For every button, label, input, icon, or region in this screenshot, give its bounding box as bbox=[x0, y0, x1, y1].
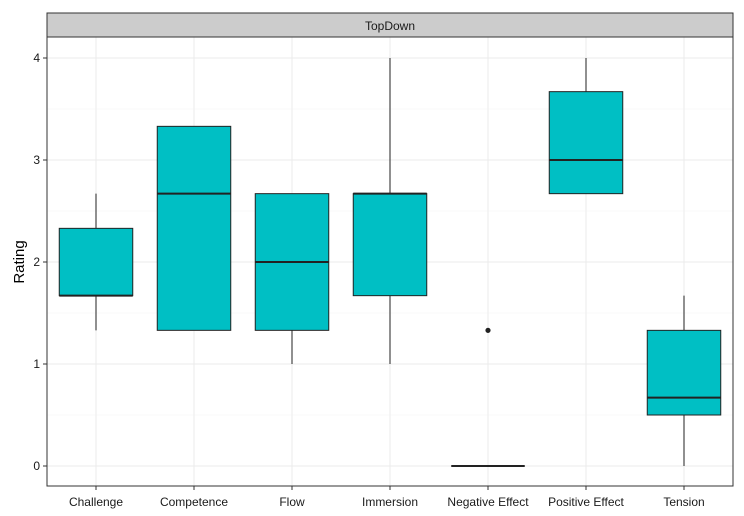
box-group bbox=[254, 193, 330, 364]
x-tick-label: Negative Effect bbox=[447, 495, 529, 509]
axis-layer: 0 1 2 3 4 Challenge Competence Flow Immersion Neg… bbox=[33, 51, 704, 509]
y-tick-label: 3 bbox=[33, 153, 40, 167]
y-tick-label: 2 bbox=[33, 255, 40, 269]
box-iqr bbox=[156, 125, 232, 331]
box-iqr bbox=[352, 193, 428, 297]
box-iqr bbox=[646, 329, 722, 416]
x-tick-label: Flow bbox=[279, 495, 305, 509]
box-layer bbox=[58, 58, 722, 467]
facet-strip bbox=[46, 12, 734, 38]
box-group bbox=[156, 125, 232, 331]
y-axis-title: Rating bbox=[11, 240, 28, 283]
box-group bbox=[451, 327, 525, 467]
outlier-point bbox=[485, 327, 491, 333]
box-iqr bbox=[548, 91, 624, 195]
y-tick-label: 0 bbox=[33, 459, 40, 473]
x-tick-label: Positive Effect bbox=[548, 495, 624, 509]
y-tick-label: 1 bbox=[33, 357, 40, 371]
box-group bbox=[352, 58, 428, 364]
box-iqr bbox=[58, 227, 134, 297]
x-tick-label: Challenge bbox=[69, 495, 123, 509]
y-tick-label: 4 bbox=[33, 51, 40, 65]
facet-label: TopDown bbox=[365, 19, 415, 33]
box-group bbox=[646, 295, 722, 466]
box-group bbox=[58, 193, 134, 331]
box-group bbox=[548, 58, 624, 195]
x-tick-label: Competence bbox=[160, 495, 228, 509]
x-tick-label: Immersion bbox=[362, 495, 418, 509]
x-tick-label: Tension bbox=[663, 495, 704, 509]
